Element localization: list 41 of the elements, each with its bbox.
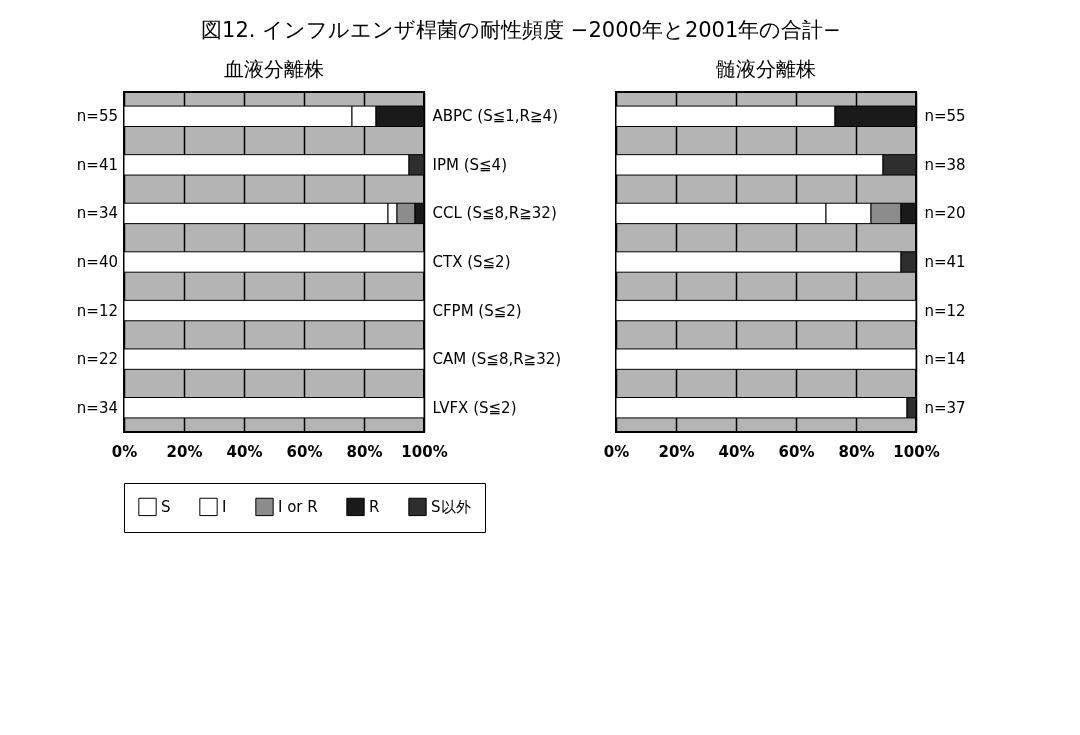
x-tick-label: 0% xyxy=(111,442,138,461)
text: n=12 xyxy=(76,301,118,320)
legend-label: S以外 xyxy=(431,497,471,516)
y-tick-label: n=41 xyxy=(924,253,966,271)
y-tick-label: ABPC (S≦1,R≧4) xyxy=(432,107,558,126)
y-tick-label: n=14 xyxy=(924,350,966,369)
y-tick-label: CAM (S≦8,R≧32) xyxy=(432,350,562,369)
x-tick-label: 100% xyxy=(401,442,448,461)
y-tick-label: n=20 xyxy=(924,204,966,223)
x-tick-label: 60% xyxy=(286,442,323,461)
y-tick-label: n=38 xyxy=(924,155,966,174)
x-tick-label: 40% xyxy=(226,442,263,461)
y-tick-label: n=55 xyxy=(924,107,966,126)
text: n=41 xyxy=(76,155,118,174)
y-tick-label: CCL (S≦8,R≧32) xyxy=(432,204,557,223)
x-tick-label: 80% xyxy=(346,442,383,461)
chart-title: 血液分離株 xyxy=(224,57,324,81)
chart-title: 髄液分離株 xyxy=(716,57,816,81)
text: n=34 xyxy=(76,398,118,417)
caption: 図12. インフルエンザ桿菌の耐性頻度 −2000年と2001年の合計− xyxy=(201,18,841,42)
x-tick-label: 20% xyxy=(658,442,695,461)
x-tick-label: 20% xyxy=(166,442,203,461)
y-tick-label: LVFX (S≦2) xyxy=(432,398,517,417)
x-tick-label: 100% xyxy=(893,442,940,461)
y-tick-label: CFPM (S≦2) xyxy=(432,301,522,320)
y-tick-label: IPM (S≦4) xyxy=(432,155,508,174)
text: n=40 xyxy=(76,253,118,271)
y-tick-label: CTX (S≦2) xyxy=(432,253,511,271)
text: n=55 xyxy=(76,107,118,126)
x-tick-label: 40% xyxy=(718,442,755,461)
x-tick-label: 60% xyxy=(778,442,815,461)
x-tick-label: 80% xyxy=(838,442,875,461)
legend-label: I xyxy=(222,497,227,516)
text: n=22 xyxy=(76,350,118,369)
y-tick-label: n=12 xyxy=(924,301,966,320)
text: n=34 xyxy=(76,204,118,223)
legend-label: R xyxy=(369,497,380,516)
legend-label: S xyxy=(161,497,171,516)
x-tick-label: 0% xyxy=(603,442,630,461)
y-tick-label: n=37 xyxy=(924,398,966,417)
legend-label: I or R xyxy=(278,497,318,516)
